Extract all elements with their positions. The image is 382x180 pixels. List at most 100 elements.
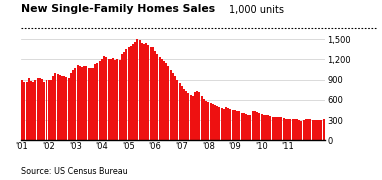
Bar — [57, 74, 58, 140]
Bar — [150, 47, 152, 140]
Bar — [86, 66, 87, 140]
Bar — [289, 120, 291, 140]
Bar — [32, 82, 34, 140]
Bar — [188, 93, 189, 140]
Text: New Single-Family Homes Sales: New Single-Family Homes Sales — [21, 4, 215, 15]
Bar — [37, 78, 39, 140]
Bar — [236, 111, 238, 140]
Bar — [61, 76, 63, 140]
Bar — [216, 106, 218, 140]
Bar — [199, 92, 201, 140]
Bar — [291, 119, 293, 140]
Bar — [194, 92, 196, 140]
Bar — [207, 102, 209, 140]
Bar — [83, 66, 85, 140]
Bar — [285, 119, 287, 140]
Bar — [165, 63, 167, 140]
Bar — [258, 113, 260, 140]
Bar — [63, 76, 65, 140]
Bar — [176, 80, 178, 140]
Bar — [141, 42, 143, 140]
Bar — [105, 57, 107, 140]
Bar — [110, 59, 112, 140]
Bar — [192, 96, 194, 140]
Bar — [128, 47, 129, 140]
Bar — [30, 81, 32, 140]
Bar — [256, 112, 258, 140]
Bar — [74, 68, 76, 140]
Bar — [50, 80, 52, 140]
Bar — [230, 109, 231, 140]
Bar — [219, 107, 220, 140]
Bar — [232, 110, 234, 140]
Bar — [94, 64, 96, 140]
Bar — [267, 115, 269, 140]
Bar — [45, 80, 47, 140]
Bar — [136, 39, 138, 140]
Bar — [311, 120, 314, 140]
Bar — [243, 113, 245, 140]
Bar — [305, 120, 307, 140]
Bar — [210, 103, 212, 140]
Bar — [276, 117, 278, 140]
Bar — [48, 80, 50, 140]
Bar — [159, 57, 160, 140]
Bar — [254, 111, 256, 140]
Bar — [72, 69, 74, 140]
Bar — [156, 54, 158, 140]
Bar — [26, 82, 28, 140]
Bar — [90, 68, 92, 140]
Bar — [130, 46, 132, 140]
Bar — [97, 63, 99, 140]
Bar — [112, 58, 114, 140]
Bar — [117, 59, 118, 140]
Bar — [39, 78, 41, 140]
Bar — [68, 78, 70, 140]
Bar — [298, 120, 300, 140]
Bar — [252, 111, 254, 140]
Bar — [245, 114, 247, 140]
Bar — [121, 54, 123, 140]
Bar — [203, 98, 205, 140]
Bar — [161, 59, 163, 140]
Bar — [108, 59, 110, 140]
Bar — [221, 108, 223, 140]
Bar — [223, 109, 225, 140]
Bar — [234, 110, 236, 140]
Bar — [143, 44, 145, 140]
Bar — [227, 108, 229, 140]
Bar — [247, 115, 249, 140]
Text: 1,000 units: 1,000 units — [229, 4, 284, 15]
Bar — [43, 82, 45, 140]
Bar — [249, 115, 251, 140]
Bar — [23, 82, 25, 140]
Bar — [92, 68, 94, 140]
Bar — [59, 75, 61, 140]
Bar — [181, 86, 183, 140]
Bar — [28, 78, 30, 140]
Bar — [214, 105, 216, 140]
Bar — [314, 120, 316, 140]
Bar — [154, 51, 156, 140]
Bar — [196, 91, 198, 140]
Bar — [145, 43, 147, 140]
Bar — [303, 120, 304, 140]
Text: Source: US Census Bureau: Source: US Census Bureau — [21, 167, 128, 176]
Bar — [294, 119, 296, 140]
Bar — [261, 114, 262, 140]
Bar — [52, 76, 54, 140]
Bar — [139, 40, 141, 140]
Bar — [99, 61, 101, 140]
Bar — [183, 89, 185, 140]
Bar — [238, 111, 240, 140]
Bar — [185, 91, 187, 140]
Bar — [269, 116, 271, 140]
Bar — [212, 104, 214, 140]
Bar — [322, 120, 325, 140]
Bar — [278, 117, 280, 140]
Bar — [132, 44, 134, 140]
Bar — [70, 73, 72, 140]
Bar — [103, 56, 105, 140]
Bar — [283, 118, 285, 140]
Bar — [296, 120, 298, 140]
